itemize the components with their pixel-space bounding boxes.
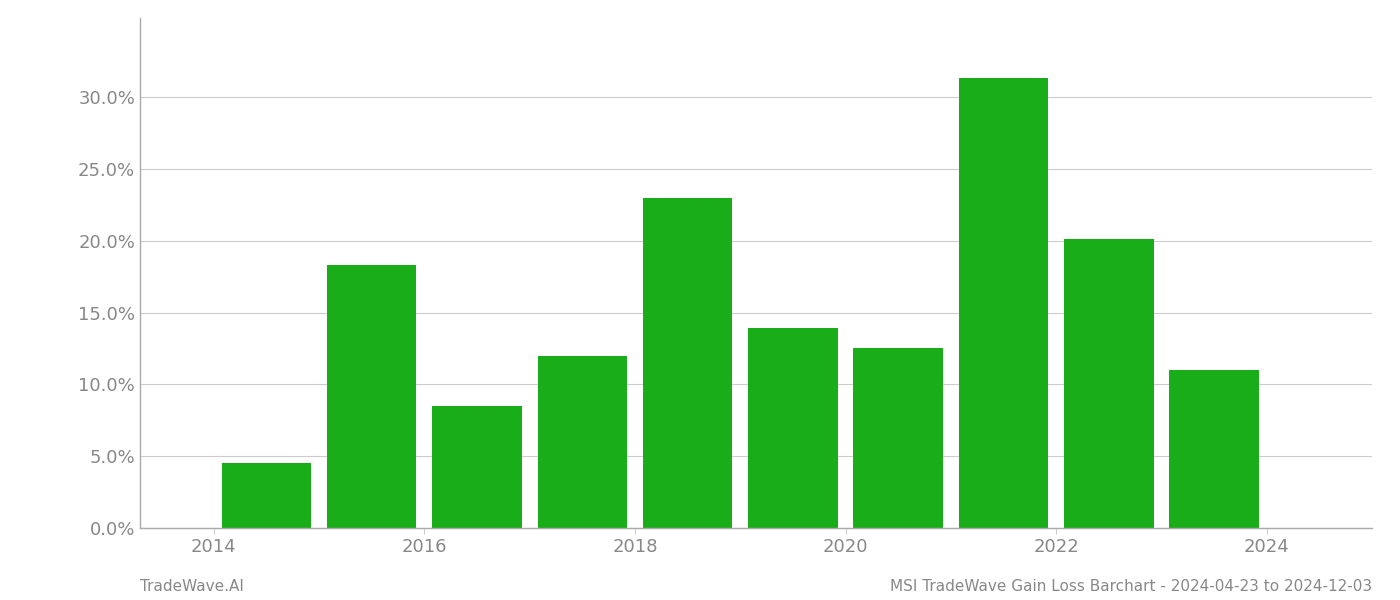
Bar [959, 79, 1049, 528]
Bar [1064, 239, 1154, 528]
Text: MSI TradeWave Gain Loss Barchart - 2024-04-23 to 2024-12-03: MSI TradeWave Gain Loss Barchart - 2024-… [890, 579, 1372, 594]
Bar [328, 265, 416, 528]
Bar [538, 356, 627, 528]
Bar [854, 349, 944, 528]
Bar [748, 328, 837, 528]
Bar [643, 197, 732, 528]
Text: TradeWave.AI: TradeWave.AI [140, 579, 244, 594]
Bar [221, 463, 311, 528]
Bar [1169, 370, 1259, 528]
Bar [433, 406, 522, 528]
